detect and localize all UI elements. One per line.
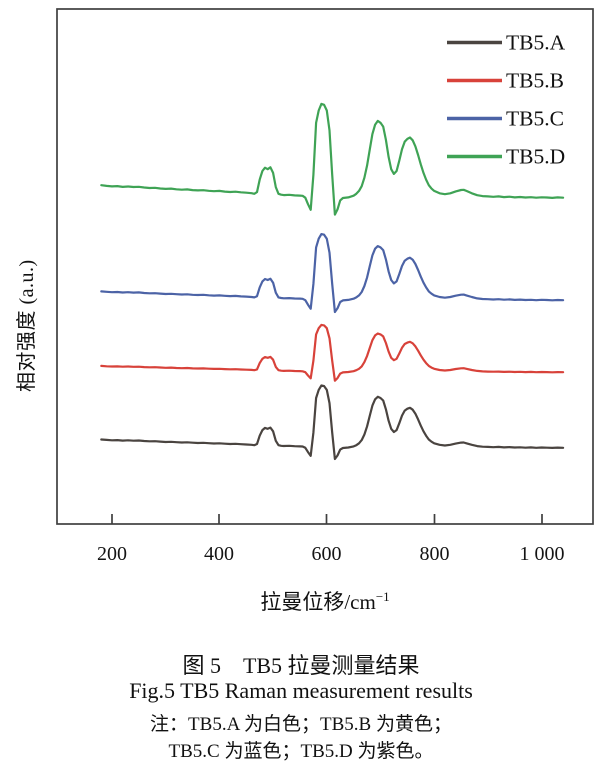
legend: TB5.A TB5.B TB5.C TB5.D: [447, 31, 566, 169]
legend-label-C: TB5.C: [506, 107, 564, 131]
series-D: [100, 102, 565, 216]
series-C: [100, 233, 565, 314]
x-axis-label-superscript: −1: [375, 589, 390, 604]
x-tick-label-1000: 1 000: [520, 543, 565, 565]
figure-caption-chinese: 图 5 TB5 拉曼测量结果: [182, 653, 420, 678]
legend-label-D: TB5.D: [506, 145, 565, 169]
legend-label-A: TB5.A: [506, 31, 566, 55]
x-tick-marks: [111, 514, 543, 524]
series-B: [100, 323, 565, 382]
legend-label-B: TB5.B: [506, 69, 564, 93]
x-tick-label-800: 800: [420, 543, 450, 565]
x-axis-label: 拉曼位移/cm−1: [57, 586, 593, 616]
legend-item-C: TB5.C: [447, 107, 564, 131]
x-tick-labels: 200 400 600 800 1 000: [97, 543, 565, 565]
x-tick-label-400: 400: [204, 543, 234, 565]
figure-caption-english: Fig.5 TB5 Raman measurement results: [129, 678, 473, 703]
x-tick-label-600: 600: [312, 543, 342, 565]
legend-item-B: TB5.B: [447, 69, 564, 93]
raman-chart: 200 400 600 800 1 000 TB5.A TB5.B TB5.C …: [56, 8, 594, 565]
legend-item-A: TB5.A: [447, 31, 566, 55]
plot-border: [56, 8, 594, 525]
series-A: [100, 384, 565, 461]
x-axis-label-main: 拉曼位移/cm: [260, 590, 376, 614]
legend-item-D: TB5.D: [447, 145, 565, 169]
x-tick-label-200: 200: [97, 543, 127, 565]
figure-note-line2: TB5.C 为蓝色；TB5.D 为紫色。: [168, 741, 434, 762]
figure-note-line1: 注：TB5.A 为白色；TB5.B 为黄色；: [150, 714, 452, 735]
y-axis-label: 相对强度 (a.u.): [16, 259, 38, 392]
